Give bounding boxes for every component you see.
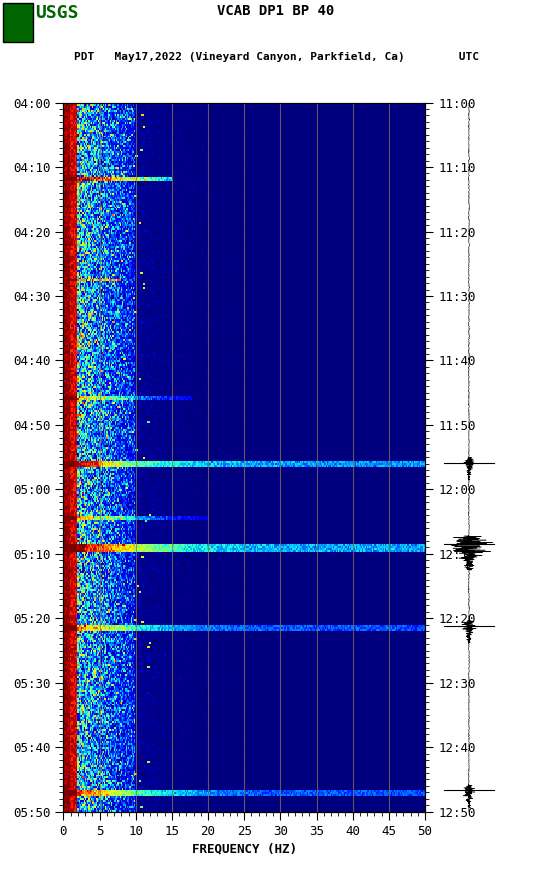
X-axis label: FREQUENCY (HZ): FREQUENCY (HZ) [192,842,297,855]
FancyBboxPatch shape [3,3,33,42]
Text: VCAB DP1 BP 40: VCAB DP1 BP 40 [217,4,335,18]
Text: PDT   May17,2022 (Vineyard Canyon, Parkfield, Ca)        UTC: PDT May17,2022 (Vineyard Canyon, Parkfie… [73,52,479,62]
Text: USGS: USGS [35,4,78,21]
